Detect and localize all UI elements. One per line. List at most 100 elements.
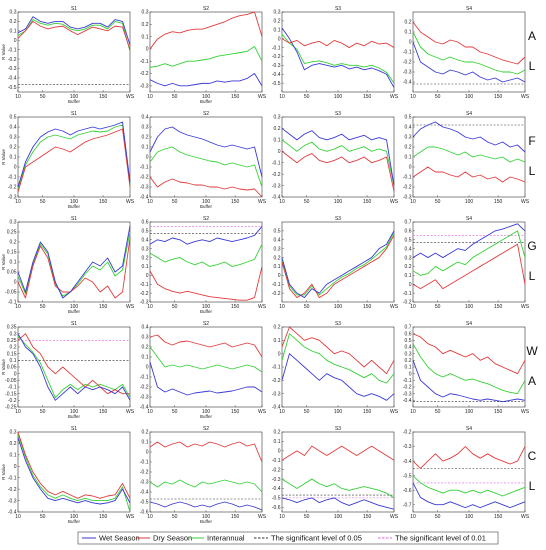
series-line-interannual xyxy=(412,230,526,276)
x-tick-label: 50 xyxy=(40,94,46,100)
y-tick-label: -0.1 xyxy=(272,45,281,51)
y-tick-label: 0.6 xyxy=(142,220,149,226)
y-tick-label: 0.6 xyxy=(405,331,412,337)
series-line-interannual xyxy=(281,478,395,499)
y-tick-label: -0.5 xyxy=(8,85,17,91)
y-tick-label: -0.3 xyxy=(8,66,17,72)
legend-label: Dry Season xyxy=(153,534,192,543)
panel-title: S1 xyxy=(71,6,77,12)
y-tick-label: -0.2 xyxy=(403,385,412,391)
y-tick-label: 0.5 xyxy=(405,237,412,243)
y-tick-label: 0.2 xyxy=(405,358,412,364)
y-tick-label: -0.1 xyxy=(403,378,412,384)
series-line-wet-season xyxy=(412,360,526,403)
y-tick-label: -0.1 xyxy=(140,375,149,381)
panel-r2-s2: -0.4 -0.3 -0.2 -0.1 0 0.1 0.2 0.3 0.4 10 50 100 150 W… xyxy=(140,111,267,209)
series-line-interannual xyxy=(17,336,131,399)
row-label-letter: A xyxy=(528,374,536,388)
series-line-interannual xyxy=(149,346,263,373)
y-tick-label: -0.25 xyxy=(5,405,17,411)
y-tick-label: 0.2 xyxy=(142,430,149,436)
panel-title: S1 xyxy=(71,216,77,222)
x-tick-label: 50 xyxy=(172,409,178,415)
y-tick-label: 0.3 xyxy=(10,220,17,226)
y-tick-label: -0.2 xyxy=(272,172,281,178)
series-line-wet-season xyxy=(281,353,395,401)
x-tick-label: 50 xyxy=(40,409,46,415)
x-tick-label: 150 xyxy=(99,199,108,205)
y-tick-label: 0.5 xyxy=(10,115,17,121)
y-tick-label: 0.3 xyxy=(142,246,149,252)
y-tick-label: -0.4 xyxy=(272,486,281,492)
y-tick-label: -0.3 xyxy=(403,70,412,76)
y-tick-label: -0.1 xyxy=(140,59,149,65)
x-tick-label: 100 xyxy=(465,409,474,415)
y-tick-label: 0.2 xyxy=(274,255,281,261)
plot-frame xyxy=(17,326,131,408)
y-tick-label: -0.2 xyxy=(272,291,281,297)
y-tick-label: 0 xyxy=(14,464,17,470)
series-line-wet-season xyxy=(281,128,395,186)
y-tick-label: 0.5 xyxy=(142,229,149,235)
y-tick-label: 0 xyxy=(146,47,149,53)
series-line-wet-season xyxy=(412,223,526,259)
panel-title: S1 xyxy=(71,111,77,117)
y-tick-label: 0.1 xyxy=(405,30,412,36)
y-tick-label: -0.1 xyxy=(272,365,281,371)
y-tick-label: -0.1 xyxy=(272,160,281,166)
y-tick-label: -0.4 xyxy=(272,72,281,78)
y-tick-label: 0.1 xyxy=(10,453,17,459)
panel-title: S2 xyxy=(203,6,209,12)
y-tick-label: 0.3 xyxy=(274,10,281,16)
x-tick-label: 50 xyxy=(40,304,46,310)
x-tick-label: 10 xyxy=(279,409,285,415)
x-tick-label: 50 xyxy=(435,514,441,520)
series-line-interannual xyxy=(281,33,395,84)
y-tick-label: -0.3 xyxy=(140,300,149,306)
x-tick-label: 100 xyxy=(70,199,79,205)
x-tick-label: 100 xyxy=(465,304,474,310)
x-tick-label: 10 xyxy=(279,514,285,520)
x-tick-label: WS xyxy=(521,304,530,310)
series-line-interannual xyxy=(17,231,131,297)
series-line-dry-season xyxy=(281,38,395,49)
y-tick-label: 0 xyxy=(146,450,149,456)
x-tick-label: 100 xyxy=(334,199,343,205)
row-label-letter: C xyxy=(528,449,537,463)
y-tick-label: -0.4 xyxy=(8,76,17,82)
series-line-dry-season xyxy=(281,326,395,375)
y-tick-label: -0.3 xyxy=(8,195,17,201)
y-tick-label: -0.4 xyxy=(8,510,17,516)
series-line-wet-season xyxy=(17,121,131,188)
panel-r3-s3: -0.2 -0.1 0 0.1 0.2 0.3 0.4 0.5 10 50 100 150 WS S3 xyxy=(272,216,399,310)
y-tick-label: 0.2 xyxy=(274,430,281,436)
panel-title: S4 xyxy=(466,426,472,432)
x-tick-label: 10 xyxy=(15,514,21,520)
y-tick-label: -0.2 xyxy=(8,57,17,63)
y-tick-label: 0.1 xyxy=(405,273,412,279)
y-tick-label: 0.2 xyxy=(405,145,412,151)
y-tick-label: 0 xyxy=(146,365,149,371)
y-tick-label: 0.3 xyxy=(10,331,17,337)
y-tick-label: -0.3 xyxy=(140,395,149,401)
x-tick-label: 10 xyxy=(279,199,285,205)
y-tick-label: 0.1 xyxy=(405,155,412,161)
x-tick-label: WS xyxy=(258,409,267,415)
y-tick-label: 0.2 xyxy=(10,240,17,246)
series-line-dry-season xyxy=(149,11,263,50)
y-tick-label: -0.3 xyxy=(403,195,412,201)
x-tick-label: 100 xyxy=(202,409,211,415)
legend-label: The significant level of 0.01 xyxy=(395,534,486,543)
y-tick-label: 0.2 xyxy=(274,19,281,25)
y-tick-label: 0.3 xyxy=(142,10,149,16)
y-tick-label: 0.4 xyxy=(405,125,412,131)
x-axis-label: Buffer xyxy=(200,309,212,314)
series-line-dry-season xyxy=(17,20,131,50)
y-tick-label: 0.3 xyxy=(10,430,17,436)
y-tick-label: -0.4 xyxy=(403,459,412,465)
y-tick-label: 0.2 xyxy=(142,135,149,141)
x-tick-label: 10 xyxy=(15,409,21,415)
x-tick-label: 50 xyxy=(304,304,310,310)
y-tick-label: 0.4 xyxy=(142,237,149,243)
series-line-interannual xyxy=(149,479,263,493)
